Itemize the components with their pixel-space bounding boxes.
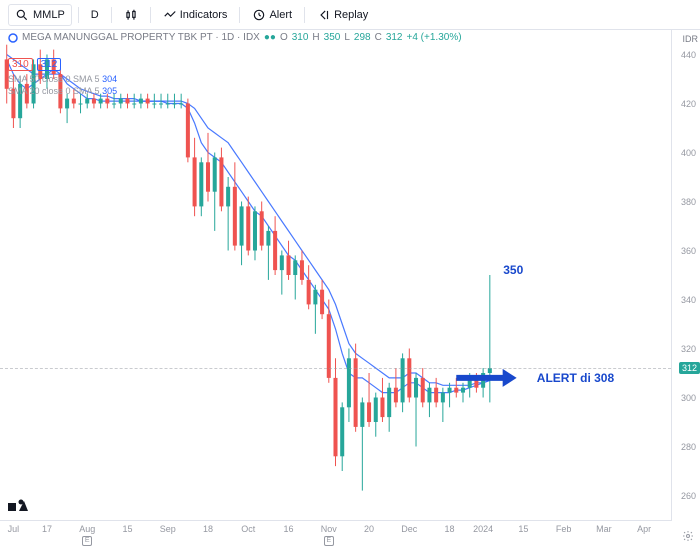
ytick: 320 [681, 344, 696, 354]
indicators-button[interactable]: Indicators [157, 5, 234, 25]
ask-badge: 312 [37, 58, 62, 71]
xtick: 2024 [473, 524, 493, 534]
alert-label: ALERT di 308 [537, 371, 614, 385]
interval-select[interactable]: D [85, 6, 105, 24]
toolbar: MMLP D Indicators Alert Replay [0, 0, 700, 30]
tradingview-logo [8, 499, 28, 516]
indicator-legend: SMA 50 close 0 SMA 5 304 SMA 20 close 0 … [8, 74, 117, 98]
xtick: Sep [160, 524, 176, 534]
xtick: Jul [8, 524, 20, 534]
alert-button[interactable]: Alert [246, 5, 298, 25]
event-icon[interactable]: E [324, 536, 334, 546]
indicators-icon [163, 8, 177, 22]
symbol-circle-icon [8, 33, 18, 43]
xtick: 18 [445, 524, 455, 534]
symbol-name: MEGA MANUNGGAL PROPERTY TBK PT · 1D · ID… [22, 32, 260, 43]
symbol-search[interactable]: MMLP [8, 4, 72, 26]
price-line [0, 368, 671, 369]
xtick: 16 [284, 524, 294, 534]
ytick: 360 [681, 246, 696, 256]
xtick: Nov [321, 524, 337, 534]
price-axis[interactable]: IDR 260 280 300 320 340 360 380 400 420 440 312 [672, 30, 700, 520]
xtick: Feb [556, 524, 572, 534]
ytick: 420 [681, 99, 696, 109]
candle-icon [124, 8, 138, 22]
event-icon[interactable]: E [82, 536, 92, 546]
currency-label: IDR [683, 34, 699, 44]
settings-icon[interactable] [682, 530, 694, 542]
price-badges: 310 312 [8, 58, 61, 71]
replay-button[interactable]: Replay [311, 5, 374, 25]
chart-pane[interactable]: 350 ALERT di 308 [0, 30, 672, 520]
search-icon [15, 8, 29, 22]
ohlc-legend: MEGA MANUNGGAL PROPERTY TBK PT · 1D · ID… [8, 32, 462, 43]
ytick: 280 [681, 442, 696, 452]
xtick: 18 [203, 524, 213, 534]
bid-badge: 310 [8, 58, 33, 71]
xtick: 17 [42, 524, 52, 534]
xtick: Aug [79, 524, 95, 534]
current-price-tag: 312 [679, 362, 700, 374]
spike-label: 350 [503, 263, 523, 277]
time-axis[interactable]: Jul 17 Aug 15 Sep 18 Oct 16 Nov 20 Dec 18 2024 15 Feb M… [0, 520, 672, 548]
ytick: 300 [681, 393, 696, 403]
ytick: 400 [681, 148, 696, 158]
xtick: Oct [241, 524, 255, 534]
ytick: 380 [681, 197, 696, 207]
ytick: 440 [681, 50, 696, 60]
xtick: Apr [637, 524, 651, 534]
xtick: 20 [364, 524, 374, 534]
xtick: 15 [518, 524, 528, 534]
ytick: 260 [681, 491, 696, 501]
replay-icon [317, 8, 331, 22]
ytick: 340 [681, 295, 696, 305]
alert-icon [252, 8, 266, 22]
xtick: Mar [596, 524, 612, 534]
xtick: 15 [122, 524, 132, 534]
xtick: Dec [401, 524, 417, 534]
chart-style-button[interactable] [118, 5, 144, 25]
symbol-text: MMLP [33, 9, 65, 21]
